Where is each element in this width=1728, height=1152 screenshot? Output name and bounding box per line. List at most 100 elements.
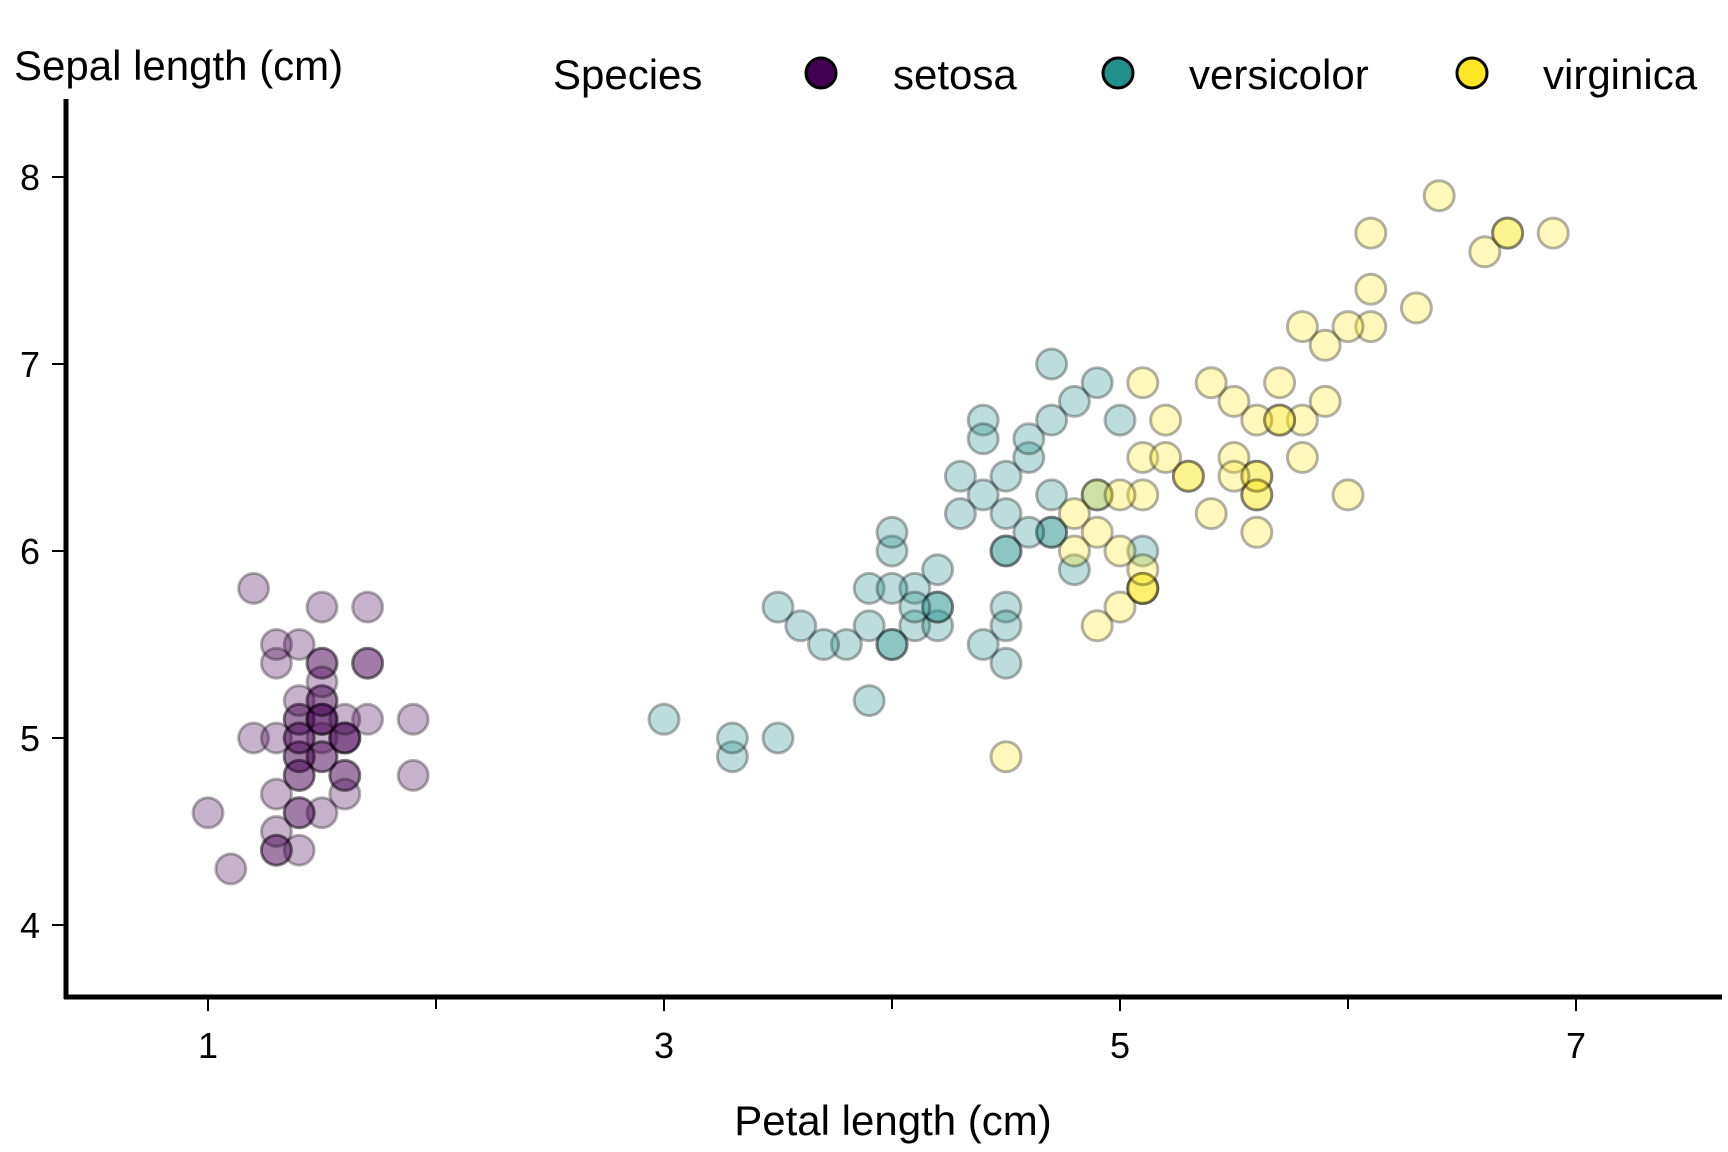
point-setosa [282,758,316,792]
point-versicolor [647,702,681,736]
point-virginica [1103,590,1137,624]
point-versicolor [784,609,818,643]
point-versicolor [1035,515,1069,549]
point-versicolor [943,459,977,493]
point-virginica [1468,235,1502,269]
point-virginica [1240,478,1274,512]
legend: Species setosa versicolor virginica [553,51,1698,98]
point-setosa [259,833,293,867]
point-virginica [1149,441,1183,474]
point-setosa [305,646,339,680]
point-virginica [1354,216,1388,250]
point-setosa [351,702,385,736]
point-setosa [282,796,316,830]
point-versicolor [989,534,1023,568]
legend-marker-versicolor [1101,56,1135,90]
point-virginica [1331,310,1365,344]
series-setosa [191,571,430,886]
point-versicolor [1057,384,1091,418]
point-setosa [282,684,316,718]
series-virginica [989,179,1570,774]
point-versicolor [966,628,1000,661]
point-versicolor [715,721,749,755]
point-setosa [351,646,385,680]
point-versicolor [898,571,932,605]
point-virginica [1194,497,1228,531]
point-versicolor [761,590,795,624]
point-setosa [282,702,316,736]
point-versicolor [989,459,1023,493]
point-virginica [1126,571,1160,605]
point-setosa [305,684,339,718]
points-layer [191,179,1570,886]
point-virginica [1126,553,1160,587]
point-setosa [259,628,293,661]
point-virginica [1491,216,1525,250]
point-virginica [1354,272,1388,306]
series-versicolor [647,347,1160,774]
point-setosa [328,721,362,755]
point-setosa [305,721,339,755]
point-virginica [1240,459,1274,493]
point-virginica [1263,366,1297,400]
point-setosa [305,702,339,736]
y-axis-title: Sepal length (cm) [14,42,343,89]
point-versicolor [875,515,909,549]
point-setosa [305,684,339,718]
point-setosa [305,590,339,624]
point-virginica [1126,571,1160,605]
point-virginica [1308,328,1342,362]
point-setosa [282,702,316,736]
point-setosa [237,721,271,755]
point-virginica [1240,459,1274,493]
point-versicolor [1080,366,1114,400]
point-setosa [282,628,316,661]
x-tick-label: 7 [1566,1025,1586,1066]
legend-marker-setosa [804,56,838,90]
point-versicolor [898,609,932,643]
point-versicolor [1012,441,1046,474]
point-virginica [1240,515,1274,549]
point-setosa [305,740,339,774]
point-virginica [1354,310,1388,344]
point-versicolor [1103,403,1137,437]
point-setosa [305,796,339,830]
ticks-layer: 1 3 5 7 4 5 6 7 8 [20,157,1586,1066]
point-versicolor [852,684,886,718]
point-setosa [305,702,339,736]
point-versicolor [875,534,909,568]
point-versicolor [1126,534,1160,568]
point-versicolor [875,571,909,605]
point-setosa [396,758,430,792]
point-versicolor [1035,515,1069,549]
point-virginica [1080,515,1114,549]
legend-label-versicolor: versicolor [1189,51,1369,98]
legend-label-setosa: setosa [893,51,1017,98]
point-versicolor [921,609,955,643]
point-versicolor [966,403,1000,437]
point-virginica [1126,478,1160,512]
point-virginica [1103,478,1137,512]
point-virginica [1491,216,1525,250]
point-virginica [1263,403,1297,437]
point-setosa [282,740,316,774]
y-tick-label: 5 [20,718,40,759]
point-versicolor [921,553,955,587]
point-virginica [989,740,1023,774]
axes-layer [63,99,1722,1000]
point-versicolor [1012,422,1046,456]
point-virginica [1126,366,1160,400]
point-setosa [328,758,362,792]
point-setosa [191,796,225,830]
point-setosa [214,852,248,886]
legend-marker-virginica [1455,56,1489,90]
point-virginica [1103,534,1137,568]
point-setosa [282,721,316,755]
point-versicolor [852,571,886,605]
point-versicolor [852,609,886,643]
point-versicolor [1035,403,1069,437]
point-versicolor [943,497,977,531]
point-virginica [1331,478,1365,512]
point-versicolor [989,497,1023,531]
point-setosa [351,646,385,680]
